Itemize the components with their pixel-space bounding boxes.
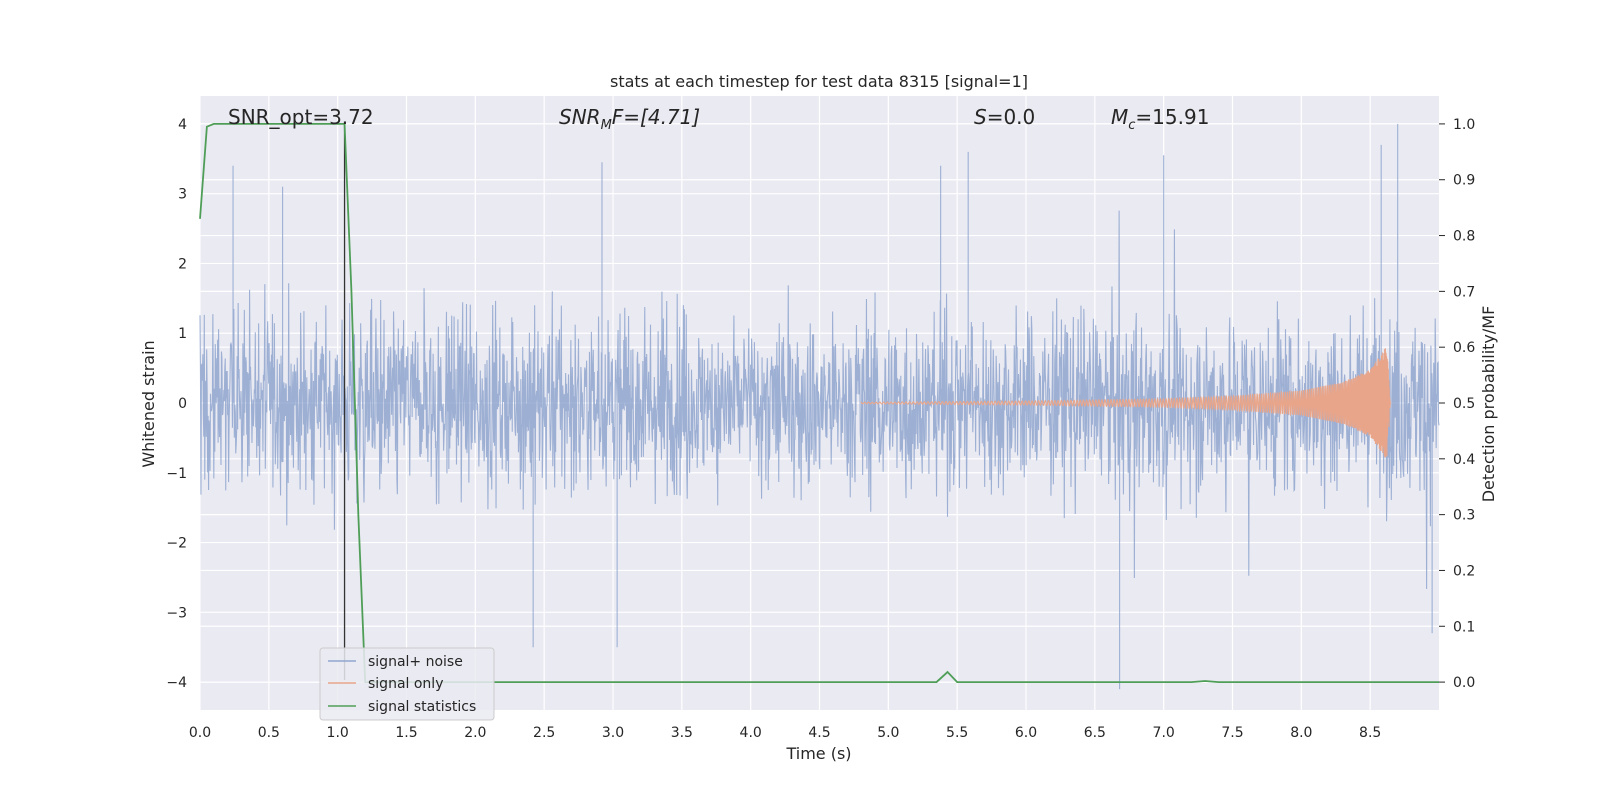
y-tick-label-left: −4 xyxy=(166,675,187,691)
y-tick-label-left: 1 xyxy=(178,326,187,342)
x-axis-label: Time (s) xyxy=(785,744,851,763)
y-tick-label-right: 0.2 xyxy=(1453,563,1475,579)
x-tick-label: 5.0 xyxy=(877,725,899,741)
x-tick-label: 3.0 xyxy=(602,725,624,741)
y-tick-label-right: 0.4 xyxy=(1453,452,1475,468)
x-tick-label: 7.0 xyxy=(1153,725,1175,741)
y-tick-label-right: 0.8 xyxy=(1453,229,1475,245)
x-ticks: 0.0 0.5 1.0 1.5 2.0 2.5 3.0 3.5 4.0 4.5 5.0 5.5 6.0 6… xyxy=(189,725,1381,741)
y-tick-label-right: 0.1 xyxy=(1453,619,1475,635)
snr-mf-annotation: SNRMF=[4.71] xyxy=(559,105,700,133)
y-tick-label-right: 0.6 xyxy=(1453,340,1475,356)
x-tick-label: 6.0 xyxy=(1015,725,1037,741)
y-ticks-right: 0.0 0.1 0.2 0.3 0.4 0.5 0.6 0.7 0.8 0.9 1.0 xyxy=(1439,117,1475,691)
series-signal-only xyxy=(860,348,1392,458)
snr-opt-annotation: SNR_opt=3.72 xyxy=(228,105,374,129)
y-tick-label-right: 0.3 xyxy=(1453,508,1475,524)
y-axis-label-right: Detection probability/MF xyxy=(1479,306,1498,503)
x-tick-label: 2.0 xyxy=(464,725,486,741)
y-tick-label-left: 0 xyxy=(178,396,187,412)
x-tick-label: 0.0 xyxy=(189,725,211,741)
x-tick-label: 6.5 xyxy=(1084,725,1106,741)
legend-label-signal-statistics: signal statistics xyxy=(368,699,476,715)
y-tick-label-right: 0.9 xyxy=(1453,173,1475,189)
x-tick-label: 5.5 xyxy=(946,725,968,741)
y-tick-label-right: 0.0 xyxy=(1453,675,1475,691)
grid xyxy=(199,96,1439,710)
x-tick-label: 4.0 xyxy=(740,725,762,741)
y-tick-label-left: −3 xyxy=(166,605,187,621)
y-tick-label-left: 3 xyxy=(178,187,187,203)
x-tick-label: 2.5 xyxy=(533,725,555,741)
x-tick-label: 4.5 xyxy=(808,725,830,741)
y-tick-label-right: 1.0 xyxy=(1453,117,1475,133)
y-tick-label-right: 0.7 xyxy=(1453,284,1475,300)
legend-label-signal-only: signal only xyxy=(368,676,443,692)
x-tick-label: 3.5 xyxy=(671,725,693,741)
s-annotation: S=0.0 xyxy=(974,105,1035,129)
y-tick-label-left: −2 xyxy=(166,536,187,552)
legend: signal+ noise signal only signal statist… xyxy=(319,647,495,721)
x-tick-label: 7.5 xyxy=(1221,725,1243,741)
legend-label-signal-noise: signal+ noise xyxy=(368,654,463,670)
chart-title: stats at each timestep for test data 831… xyxy=(610,72,1028,91)
y-tick-label-left: −1 xyxy=(166,466,187,482)
x-tick-label: 1.5 xyxy=(395,725,417,741)
y-ticks-left: −4 −3 −2 −1 0 1 2 3 4 xyxy=(166,117,187,691)
series-signal-noise xyxy=(199,123,1440,690)
x-tick-label: 8.5 xyxy=(1359,725,1381,741)
x-tick-label: 1.0 xyxy=(327,725,349,741)
x-tick-label: 0.5 xyxy=(258,725,280,741)
y-tick-label-left: 2 xyxy=(178,256,187,272)
legend-box xyxy=(319,647,495,721)
x-tick-label: 8.0 xyxy=(1290,725,1312,741)
y-tick-label-right: 0.5 xyxy=(1453,396,1475,412)
y-axis-label-left: Whitened strain xyxy=(139,340,158,467)
y-tick-label-left: 4 xyxy=(178,117,187,133)
mc-annotation: Mc=15.91 xyxy=(1111,105,1209,133)
